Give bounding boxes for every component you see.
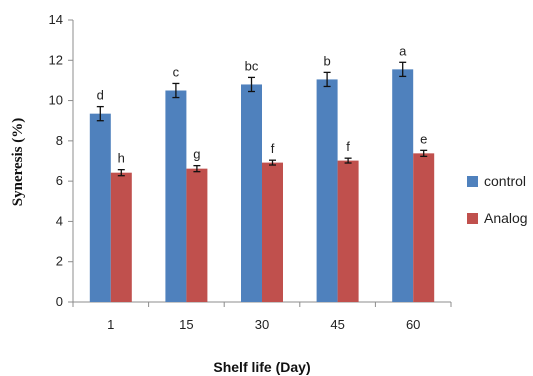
x-tick-label: 45 [330,317,344,332]
error-bar [344,157,352,164]
significance-label: c [173,64,180,79]
bar-control-45 [316,79,338,303]
bar-analog-15 [186,168,208,302]
y-tick-label: 0 [56,294,63,309]
y-tick-label: 12 [49,52,63,67]
y-tick-label: 4 [56,213,63,228]
error-bar [323,71,331,88]
legend: control Analog [467,173,528,226]
error-bar [193,164,201,173]
error-bar [269,159,276,166]
significance-label: f [346,139,350,154]
x-tick-label: 15 [179,317,193,332]
legend-swatch [467,176,478,187]
legend-label: Analog [484,210,528,226]
bar-control-60 [392,69,414,302]
y-tick-label: 8 [56,133,63,148]
bar-control-1 [89,113,111,303]
legend-item-control: control [467,173,526,189]
significance-label: g [193,147,200,162]
significance-label: bc [245,58,259,73]
bar-analog-30 [262,162,283,302]
bar-control-30 [241,84,262,302]
bar-control-15 [165,90,187,302]
legend-label: control [484,173,526,189]
bar-analog-45 [337,160,359,302]
error-bar [248,76,255,93]
legend-swatch [467,213,478,224]
y-tick-label: 6 [56,173,63,188]
error-bar [117,169,125,177]
significance-label: b [323,53,330,68]
y-tick-label: 2 [56,254,63,269]
bars: d c bc b a h g f f e [89,43,435,303]
legend-item-analog: Analog [467,210,528,226]
y-axis: 0 2 4 6 8 10 12 14 [49,12,74,309]
significance-label: f [271,141,275,156]
x-axis: 1 15 30 45 60 [72,301,452,332]
error-bar [96,105,104,122]
bar-analog-1 [110,172,132,302]
significance-label: h [118,151,125,166]
y-tick-label: 10 [49,93,63,108]
significance-label: e [420,131,427,146]
error-bar [420,149,428,158]
y-axis-title: Syneresis (%) [10,118,26,206]
x-tick-label: 30 [255,317,269,332]
significance-label: d [97,88,104,103]
x-tick-label: 1 [107,317,114,332]
bar-analog-60 [413,153,435,302]
significance-label: a [399,43,407,58]
error-bar [172,82,180,99]
x-tick-label: 60 [406,317,420,332]
error-bar [399,61,407,78]
y-tick-label: 14 [49,12,63,27]
x-axis-title: Shelf life (Day) [213,359,310,375]
